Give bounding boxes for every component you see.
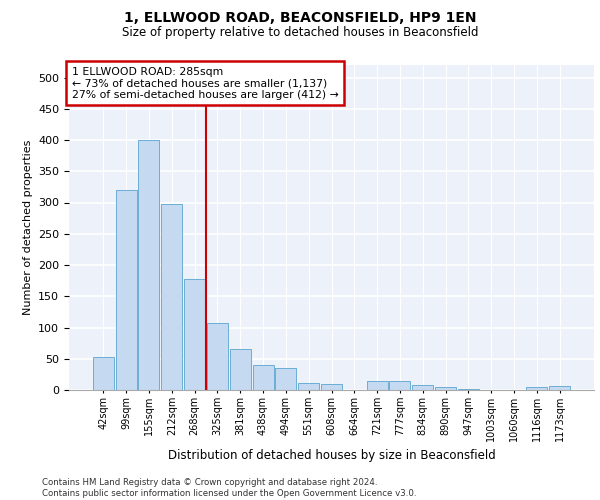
- Bar: [549, 386, 570, 390]
- Text: Contains HM Land Registry data © Crown copyright and database right 2024.
Contai: Contains HM Land Registry data © Crown c…: [42, 478, 416, 498]
- Bar: [93, 357, 114, 390]
- X-axis label: Distribution of detached houses by size in Beaconsfield: Distribution of detached houses by size …: [167, 450, 496, 462]
- Bar: [367, 380, 388, 390]
- Bar: [207, 322, 228, 390]
- Bar: [321, 384, 342, 390]
- Bar: [230, 350, 251, 390]
- Bar: [184, 279, 205, 390]
- Bar: [275, 368, 296, 390]
- Bar: [139, 140, 160, 390]
- Y-axis label: Number of detached properties: Number of detached properties: [23, 140, 32, 315]
- Bar: [161, 204, 182, 390]
- Text: 1, ELLWOOD ROAD, BEACONSFIELD, HP9 1EN: 1, ELLWOOD ROAD, BEACONSFIELD, HP9 1EN: [124, 11, 476, 25]
- Text: 1 ELLWOOD ROAD: 285sqm
← 73% of detached houses are smaller (1,137)
27% of semi-: 1 ELLWOOD ROAD: 285sqm ← 73% of detached…: [71, 66, 338, 100]
- Bar: [389, 380, 410, 390]
- Bar: [298, 383, 319, 390]
- Bar: [116, 190, 137, 390]
- Bar: [412, 385, 433, 390]
- Bar: [526, 387, 547, 390]
- Bar: [458, 389, 479, 390]
- Text: Size of property relative to detached houses in Beaconsfield: Size of property relative to detached ho…: [122, 26, 478, 39]
- Bar: [435, 387, 456, 390]
- Bar: [253, 365, 274, 390]
